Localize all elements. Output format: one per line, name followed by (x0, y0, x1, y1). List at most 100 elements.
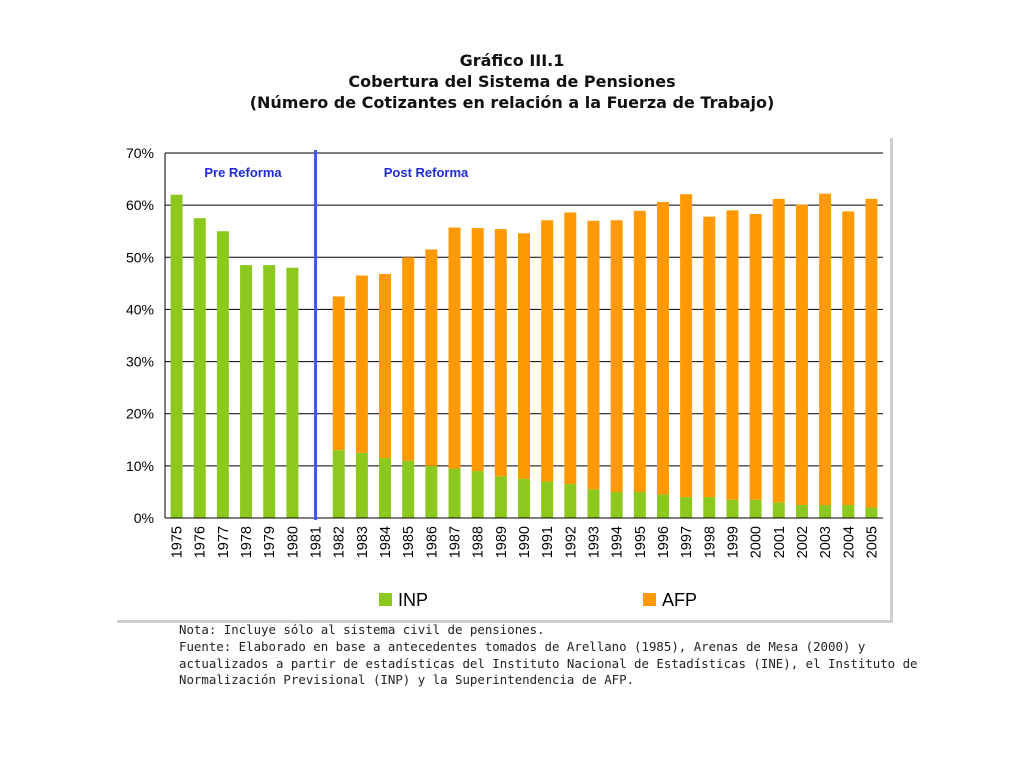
inp-bar-1984 (379, 458, 392, 518)
inp-bar-1983 (355, 452, 368, 518)
afp-bar-1994 (610, 220, 623, 492)
y-tick-label: 60% (126, 197, 154, 213)
afp-bar-2001 (772, 198, 785, 503)
inp-bar-1995 (633, 491, 646, 518)
x-tick-label: 1988 (471, 526, 487, 558)
x-tick-label: 1978 (239, 526, 255, 558)
afp-bar-1997 (680, 194, 693, 498)
inp-bar-1976 (193, 218, 206, 518)
x-tick-label: 1987 (448, 526, 464, 558)
chart-footnote: Nota: Incluye sólo al sistema civil de p… (179, 622, 918, 689)
inp-bar-1982 (332, 450, 345, 518)
x-tick-label: 1975 (170, 526, 186, 558)
inp-bar-1988 (471, 471, 484, 518)
inp-bar-1998 (703, 497, 716, 518)
afp-bar-1993 (587, 220, 600, 490)
x-tick-label: 1991 (540, 526, 556, 558)
chart-subtitle: (Número de Cotizantes en relación a la F… (249, 93, 775, 112)
afp-bar-1984 (379, 273, 392, 459)
x-tick-label: 1986 (424, 526, 440, 558)
inp-bar-2000 (749, 499, 762, 518)
inp-bar-2004 (842, 504, 855, 518)
footnote-line: actualizados a partir de estadísticas de… (179, 655, 918, 671)
inp-bar-1979 (263, 265, 276, 518)
afp-bar-1990 (518, 233, 530, 479)
chart-number: Gráfico III.1 (459, 51, 565, 70)
afp-bar-2002 (795, 204, 808, 505)
inp-bar-1987 (448, 468, 461, 518)
afp-bar-1985 (402, 257, 415, 461)
x-tick-label: 1976 (193, 526, 209, 558)
inp-bar-1975 (170, 194, 183, 518)
x-tick-label: 2000 (749, 526, 765, 558)
inp-bar-1980 (286, 267, 299, 518)
inp-bar-1989 (494, 476, 507, 518)
inp-bar-1986 (425, 465, 438, 518)
inp-bar-2001 (772, 502, 785, 518)
x-tick-label: 1980 (285, 526, 301, 558)
y-tick-label: 50% (126, 249, 154, 265)
x-tick-label: 1998 (702, 526, 718, 558)
inp-bar-2003 (819, 504, 832, 518)
footnote-line: Fuente: Elaborado en base a antecedentes… (179, 638, 866, 654)
afp-bar-1982 (332, 296, 345, 451)
afp-bar-1999 (726, 210, 739, 500)
inp-bar-1978 (240, 265, 253, 518)
x-tick-label: 1982 (332, 526, 348, 558)
inp-bar-2005 (865, 507, 878, 518)
legend-inp-label: INP (398, 590, 428, 610)
y-tick-label: 10% (126, 458, 154, 474)
x-tick-label: 2001 (772, 526, 788, 558)
inp-bar-1999 (726, 499, 739, 518)
inp-bar-1985 (402, 460, 415, 518)
x-tick-label: 2003 (818, 526, 834, 558)
x-tick-label: 1997 (679, 526, 695, 558)
chart-title: Cobertura del Sistema de Pensiones (348, 72, 676, 91)
x-tick-label: 2004 (841, 526, 857, 558)
x-tick-label: 1994 (610, 526, 626, 558)
afp-bar-2000 (749, 214, 762, 500)
x-tick-label: 1985 (401, 526, 417, 558)
inp-bar-1994 (610, 491, 623, 518)
inp-bar-1993 (587, 489, 600, 518)
legend-afp-label: AFP (662, 590, 697, 610)
post-reform-label: Post Reforma (384, 165, 469, 180)
y-tick-label: 30% (126, 354, 154, 370)
x-tick-label: 1981 (309, 526, 325, 558)
afp-bar-1989 (494, 229, 507, 477)
inp-bar-1996 (656, 494, 669, 518)
afp-bar-1992 (564, 212, 577, 485)
x-tick-label: 1999 (725, 526, 741, 558)
afp-bar-1988 (471, 228, 484, 472)
footnote-line: Nota: Incluye sólo al sistema civil de p… (179, 622, 545, 637)
y-tick-label: 40% (126, 301, 154, 317)
x-tick-label: 1979 (262, 526, 278, 558)
footnote-line: Normalización Previsional (INP) y la Sup… (179, 672, 635, 688)
x-tick-label: 1983 (355, 526, 371, 558)
afp-bar-1998 (703, 216, 716, 498)
inp-bar-1992 (564, 484, 577, 518)
x-tick-label: 1993 (586, 526, 602, 558)
afp-bar-1996 (656, 202, 669, 495)
inp-bar-1990 (518, 478, 530, 518)
afp-bar-1995 (633, 210, 646, 492)
x-tick-label: 1995 (633, 526, 649, 558)
afp-bar-2004 (842, 211, 855, 505)
y-tick-label: 20% (126, 406, 154, 422)
x-tick-label: 2002 (795, 526, 811, 558)
x-tick-label: 2005 (864, 526, 880, 558)
inp-bar-1997 (680, 497, 693, 518)
chart-title-block: Gráfico III.1 Cobertura del Sistema de P… (0, 50, 1024, 113)
afp-bar-1991 (541, 220, 554, 482)
x-tick-label: 1977 (216, 526, 232, 558)
legend-afp-swatch (643, 593, 656, 606)
legend-inp-swatch (379, 593, 392, 606)
inp-bar-1977 (216, 231, 229, 518)
afp-bar-1987 (448, 227, 461, 469)
x-tick-label: 1989 (494, 526, 510, 558)
x-tick-label: 1990 (517, 526, 533, 558)
pre-reform-label: Pre Reforma (204, 165, 282, 180)
y-tick-label: 0% (134, 510, 154, 526)
afp-bar-2005 (865, 198, 878, 508)
y-tick-label: 70% (126, 145, 154, 161)
